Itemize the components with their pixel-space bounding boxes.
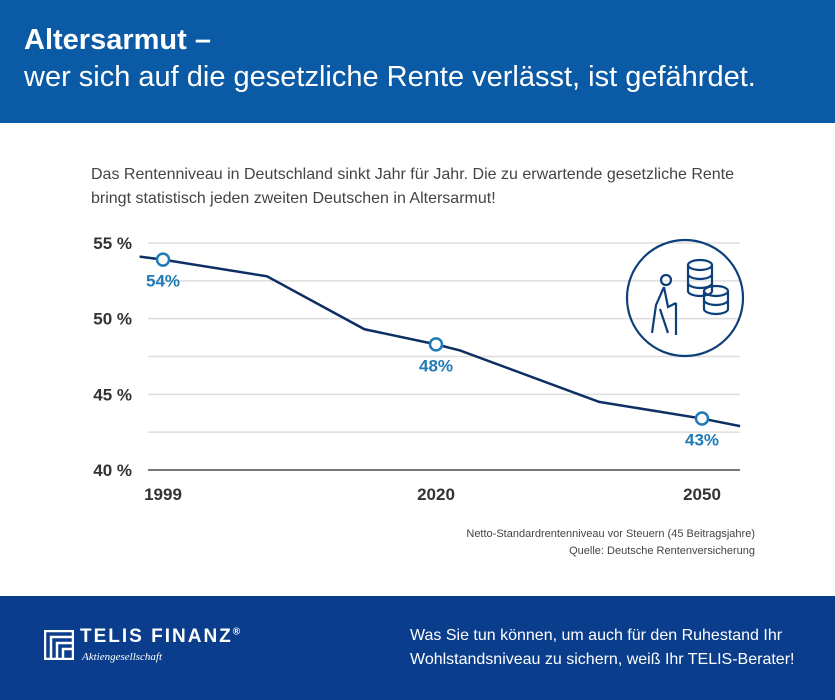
data-point-marker	[155, 252, 171, 267]
pensioner-with-coins-icon	[625, 238, 745, 358]
brand-name: TELIS FINANZ®	[80, 626, 243, 647]
x-tick-label: 1999	[144, 485, 182, 504]
data-point-marker	[428, 337, 444, 352]
data-label: 43%	[685, 431, 719, 450]
data-label: 54%	[146, 272, 180, 291]
y-tick-label: 45 %	[93, 385, 132, 404]
footer: TELIS FINANZ® Aktiengesellschaft Was Sie…	[0, 596, 835, 700]
page-subtitle: wer sich auf die gesetzliche Rente verlä…	[24, 61, 756, 93]
chart-source: Quelle: Deutsche Rentenversicherung	[569, 545, 755, 557]
header-banner: Altersarmut – wer sich auf die gesetzlic…	[0, 0, 835, 123]
data-label: 48%	[419, 356, 453, 375]
x-tick-label: 2020	[417, 485, 455, 504]
page-title: Altersarmut –	[24, 24, 211, 56]
footer-cta: Was Sie tun können, um auch für den Ruhe…	[410, 627, 795, 668]
line-chart: 55 % 50 % 45 % 40 % 1999 2020 2050 54% 48% 43%	[93, 234, 745, 504]
telis-logo-icon	[44, 630, 74, 660]
chart-note: Netto-Standardrentenniveau vor Steuern (…	[466, 528, 755, 540]
intro-text: Das Rentenniveau in Deutschland sinkt Ja…	[91, 166, 735, 207]
x-tick-label: 2050	[683, 485, 721, 504]
data-point-marker	[694, 411, 710, 426]
y-tick-label: 55 %	[93, 234, 132, 253]
brand-subtitle: Aktiengesellschaft	[82, 651, 163, 663]
y-tick-label: 40 %	[93, 461, 132, 480]
y-tick-label: 50 %	[93, 310, 132, 329]
